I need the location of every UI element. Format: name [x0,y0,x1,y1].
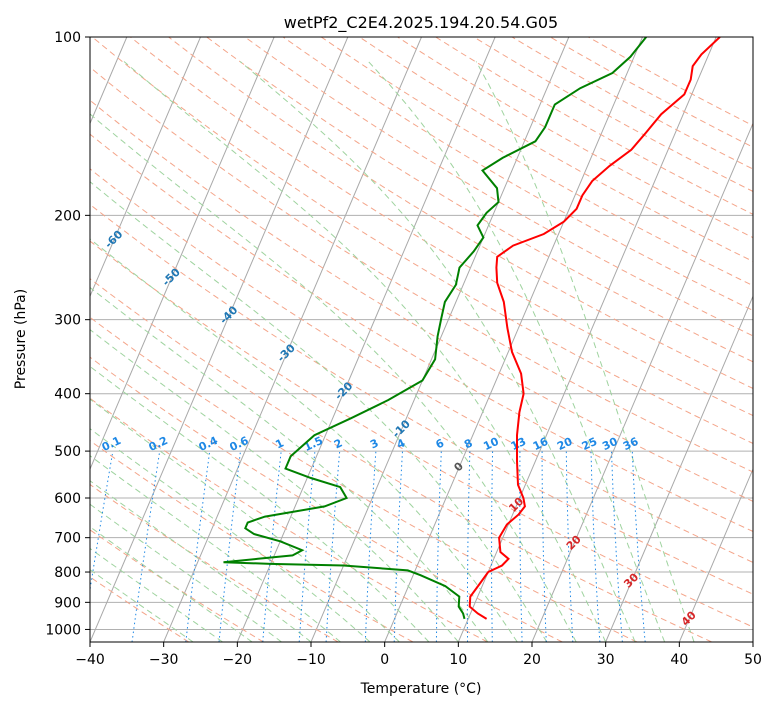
x-tick-label: 30 [597,652,615,668]
y-tick-label: 100 [54,30,81,46]
isotherm-line [90,37,201,298]
mixing-ratio-line [131,451,161,642]
moist-adiabat-line [90,503,282,642]
isotherm-line [605,295,753,642]
x-tick-label: 0 [380,652,389,668]
mixing-ratio-label: 20 [555,435,575,453]
mixing-ratio-line [185,451,211,642]
moist-adiabat-line [123,61,607,642]
mixing-ratio-line [298,451,316,642]
dry-adiabat-line [90,99,753,502]
dry-adiabat-line [90,440,414,642]
dewpoint-profile-line [223,37,647,620]
y-tick-label: 200 [54,208,81,224]
mixing-ratio-line [90,451,114,593]
dry-adiabat-line [90,240,753,628]
mixing-ratio-label: 25 [580,435,599,453]
dry-adiabat-line [90,356,563,642]
moist-adiabat-line [90,181,548,642]
y-tick-label: 700 [54,531,81,547]
plot-frame [89,36,754,643]
y-tick-label: 1000 [45,622,81,638]
y-axis: 1000 900 800 700 600 500 400 300 200 100 [45,30,90,638]
mixing-ratio-line [435,451,442,642]
moist-adiabat-line [90,238,518,642]
isotherm-line [384,37,643,642]
mixing-ratio-line [590,451,601,642]
moist-adiabat-line [90,365,430,642]
dry-adiabat-line [130,37,753,417]
moist-adiabat-line [90,286,489,642]
mixing-ratio-line [631,451,646,642]
x-tick-label: −40 [75,652,105,668]
moist-adiabat-line [475,61,695,642]
isotherm-line [678,467,753,642]
y-tick-label: 500 [54,444,81,460]
mixing-ratio-line [262,451,282,642]
dry-adiabat-line [91,37,753,445]
isotherm-line [90,37,275,471]
background-lines [90,37,753,642]
x-tick-label: 50 [744,652,762,668]
moist-adiabat-line [239,61,636,642]
dry-adiabat-line [90,316,638,642]
dry-adiabat-line [168,37,753,389]
mixing-ratio-label: 30 [600,435,620,453]
chart-title: wetPf2_C2E4.2025.194.20.54.G05 [284,13,558,33]
sounding-profiles [223,37,721,620]
moist-adiabat-line [90,398,400,642]
x-axis: −40 −30 −20 −10 0 10 20 30 40 50 [75,642,762,668]
mixing-ratio-label: 36 [621,435,641,453]
y-tick-label: 900 [54,595,81,611]
dry-adiabat-line [90,66,753,473]
y-tick-label: 400 [54,387,81,403]
dry-adiabat-line [206,37,753,363]
isotherm-line [90,37,349,642]
y-tick-label: 300 [54,313,81,329]
x-tick-label: 40 [670,652,688,668]
y-tick-label: 800 [54,565,81,581]
mixing-ratio-line [565,451,574,642]
moist-adiabat-line [368,61,666,642]
x-tick-label: −20 [223,652,253,668]
moist-adiabat-line [90,428,371,642]
mixing-ratio-line [490,451,494,642]
mixing-ratio-line [519,451,523,642]
x-axis-title: Temperature (°C) [360,681,482,697]
x-tick-label: 10 [449,652,467,668]
dry-adiabat-line [90,133,753,533]
isotherm-line [531,122,753,642]
y-tick-label: 600 [54,491,81,507]
mixing-ratio-label: 13 [509,435,528,453]
mixing-ratio-line [393,451,403,642]
mixing-ratio-line [218,451,241,642]
moist-adiabat-line [90,328,459,642]
x-tick-label: 20 [523,652,541,668]
y-axis-title: Pressure (hPa) [13,289,29,389]
moist-adiabat-line [90,547,223,642]
moist-adiabat-line [90,455,341,642]
mixing-ratio-line [325,451,341,642]
mixing-ratio-line [466,451,471,642]
dry-adiabat-line [90,203,753,595]
dry-adiabat-line [90,168,753,563]
mixing-ratio-line [611,451,623,642]
isotherm-line [163,37,422,642]
moist-adiabat-line [90,569,194,642]
mixing-ratio-label: 10 [481,435,501,453]
x-tick-label: −30 [149,652,179,668]
mixing-ratio-line [364,451,377,642]
temperature-profile-line [468,37,721,620]
isotherm-line [457,37,717,642]
x-tick-label: −10 [296,652,326,668]
mixing-ratio-label: 16 [531,435,551,453]
moist-adiabat-line [90,526,253,642]
mixing-ratio-line [541,451,547,642]
